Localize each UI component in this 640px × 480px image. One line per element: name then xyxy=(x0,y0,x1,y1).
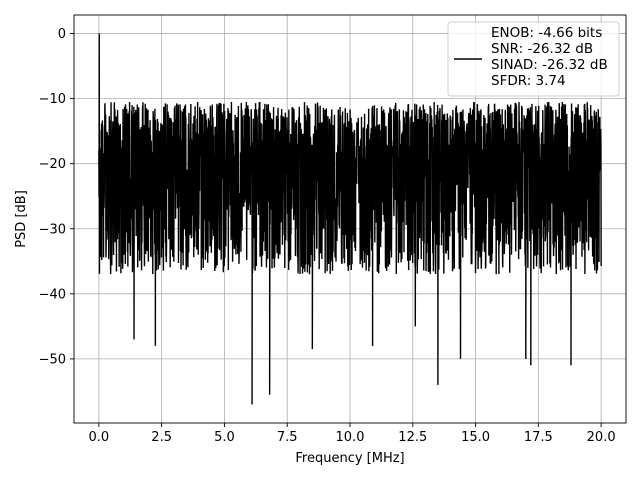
y-tick-label: −40 xyxy=(39,287,66,302)
x-tick-label: 2.5 xyxy=(151,430,172,445)
x-axis-ticks: 0.0 2.5 5.0 7.5 10.0 12.5 15.0 17.5 20.0 xyxy=(89,423,616,445)
x-tick-label: 0.0 xyxy=(89,430,110,445)
legend: ENOB: -4.66 bits SNR: -26.32 dB SINAD: -… xyxy=(447,21,620,97)
plot-area xyxy=(98,33,602,405)
y-tick-label: −20 xyxy=(39,157,66,172)
legend-sfdr: SFDR: 3.74 xyxy=(491,73,566,89)
x-tick-label: 7.5 xyxy=(277,430,298,445)
y-axis-title: PSD [dB] xyxy=(14,190,29,248)
x-tick-label: 17.5 xyxy=(524,430,553,445)
x-tick-label: 10.0 xyxy=(336,430,365,445)
y-axis-ticks: 0 −10 −20 −30 −40 −50 xyxy=(39,27,74,367)
x-tick-label: 12.5 xyxy=(398,430,427,445)
legend-snr: SNR: -26.32 dB xyxy=(491,41,593,57)
x-tick-label: 5.0 xyxy=(214,430,235,445)
legend-enob: ENOB: -4.66 bits xyxy=(491,25,602,41)
x-tick-label: 15.0 xyxy=(461,430,490,445)
y-tick-label: −50 xyxy=(39,352,66,367)
y-tick-label: −30 xyxy=(39,222,66,237)
x-axis-title: Frequency [MHz] xyxy=(295,451,404,466)
y-tick-label: −10 xyxy=(39,92,66,107)
x-tick-label: 20.0 xyxy=(587,430,616,445)
psd-series-line xyxy=(98,33,602,405)
legend-box xyxy=(447,21,620,97)
y-tick-label: 0 xyxy=(58,27,66,42)
legend-sinad: SINAD: -26.32 dB xyxy=(491,57,608,73)
